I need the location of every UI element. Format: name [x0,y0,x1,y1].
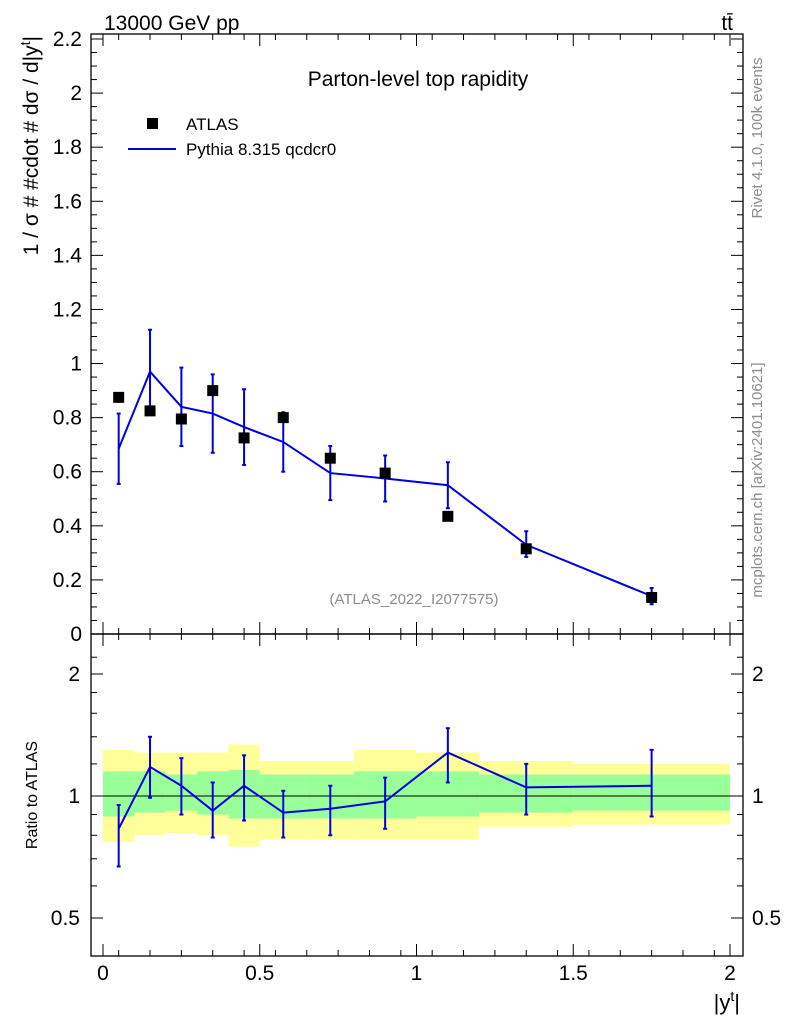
main-y-axis-label-sup: t [17,41,33,45]
ratio-y-tick-label-right: 0.5 [752,907,781,930]
main-y-axis-label: 1 / σ # #cdot # dσ / d|yt| [17,36,43,255]
main-y-tick-label: 1.8 [53,136,82,159]
atlas-data-point [324,452,336,464]
x-tick-label: 1 [411,962,423,985]
legend-label-atlas: ATLAS [186,115,239,134]
main-y-tick-label: 1.2 [53,298,82,321]
ratio-y-tick-label-left: 0.5 [51,907,80,930]
main-y-tick-label: 0.8 [53,407,82,430]
main-y-tick-label: 0.4 [53,515,83,538]
ratio-panel: 0 0.5 1 1.5 2 |yt| 0.5 0.5 1 1 2 2 Ratio to ATLAS [24,633,781,1015]
analysis-watermark: (ATLAS_2022_I2077575) [329,591,498,608]
x-tick-label: 0.5 [245,962,274,985]
ratio-y-axis-label: Ratio to ATLAS [24,741,41,849]
x-tick-label: 0 [97,962,109,985]
x-axis-label-end: | [734,990,740,1015]
atlas-data-point [207,385,219,397]
x-tick-label: 1.5 [559,962,588,985]
legend-marker-atlas [147,118,158,129]
main-y-tick-label: 2 [70,82,82,105]
ratio-y-tick-label-left: 2 [68,663,80,686]
rivet-version-label: Rivet 4.1.0, 100k events [749,58,766,219]
atlas-data-point [277,412,289,424]
ratio-y-tick-label-right: 1 [752,785,764,808]
legend-label-mc: Pythia 8.315 qcdcr0 [186,140,336,159]
process-label: tt̄ [721,12,733,35]
main-y-tick-label: 0 [70,623,82,646]
atlas-data-point [144,405,156,417]
main-y-tick-label: 1.4 [53,244,83,267]
x-axis-label: |yt| [714,988,740,1015]
main-y-tick-label: 1.6 [53,190,82,213]
atlas-data-point [238,432,250,444]
main-y-tick-label: 0.2 [53,569,82,592]
x-axis-label-sup: t [730,988,734,1004]
main-y-tick-label: 0.6 [53,461,82,484]
chart-title: Parton-level top rapidity [308,68,529,91]
atlas-data-point [442,510,454,522]
energy-label: 13000 GeV pp [104,12,239,35]
x-tick-label: 2 [724,962,736,985]
atlas-data-point [379,467,391,479]
main-y-tick-label: 1 [70,353,82,376]
main-y-tick-label: 2.2 [53,28,82,51]
ratio-y-tick-label-right: 2 [752,663,764,686]
ratio-y-tick-label-left: 1 [68,785,80,808]
atlas-data-point [175,413,187,425]
atlas-data-point [520,543,532,555]
main-panel: 0 0.2 0.4 0.6 0.8 1 1.2 1.4 1.6 1.8 2 2.2 1 / σ # #c… [17,28,744,646]
main-y-axis-label-end: | [20,36,43,41]
mcplots-label: mcplots.cern.ch [arXiv:2401.10621] [749,362,766,597]
atlas-data-point [113,391,125,403]
atlas-data-point [646,591,658,603]
